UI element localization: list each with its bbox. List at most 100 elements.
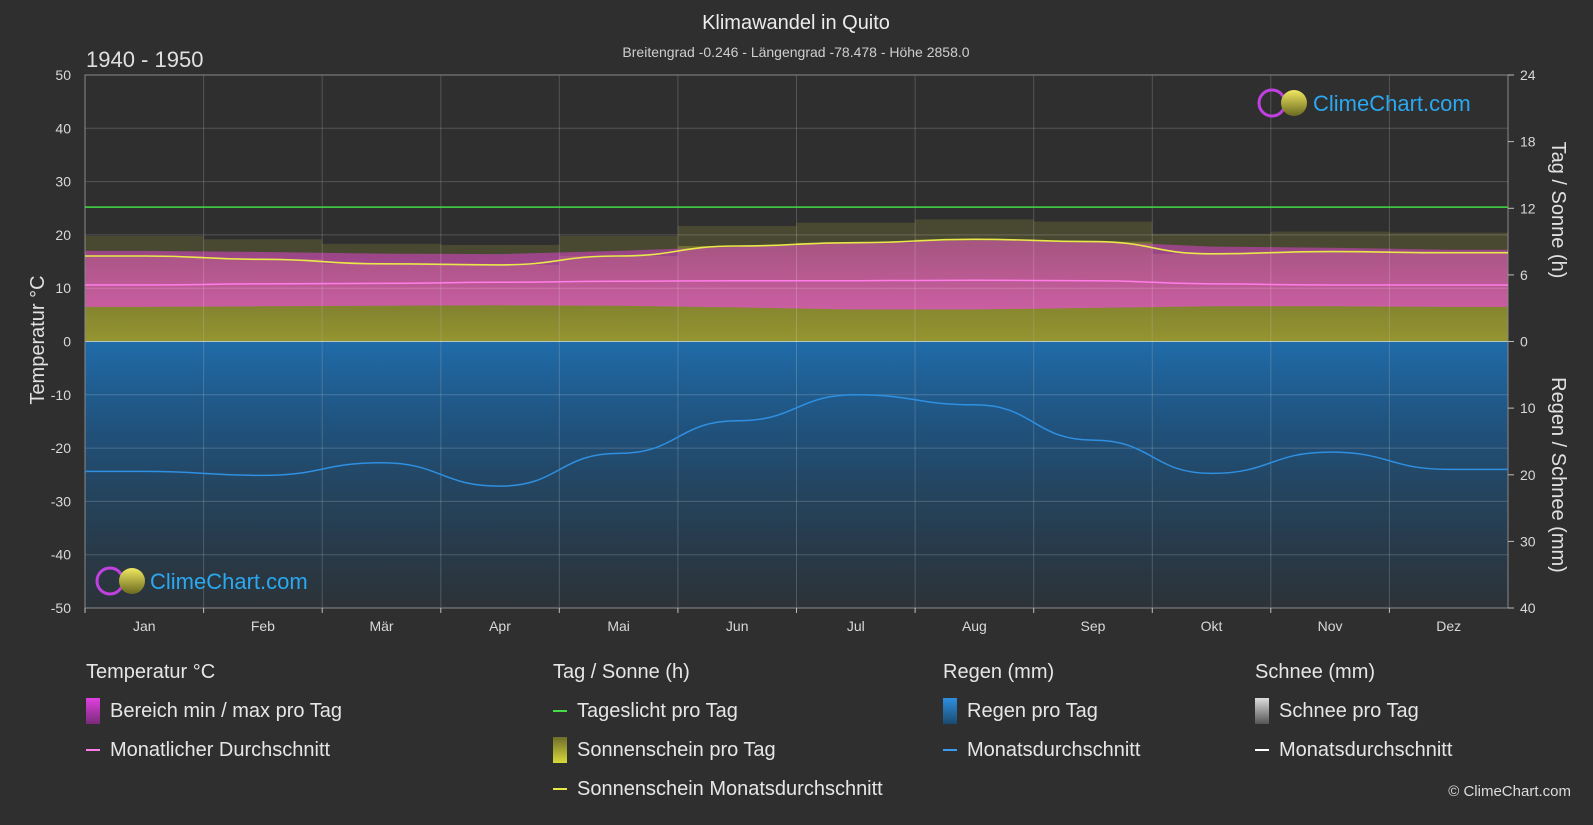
logo-bottom-left: ClimeChart.com	[95, 566, 308, 596]
x-tick-label: Feb	[251, 618, 275, 634]
line-swatch	[943, 749, 957, 751]
x-tick-label: Jul	[847, 618, 865, 634]
legend-snow: Schnee (mm) Schnee pro Tag Monatsdurchsc…	[1255, 660, 1452, 776]
y-right-bottom-title: Regen / Schnee (mm)	[1547, 377, 1569, 573]
y-left-tick-label: 50	[55, 67, 71, 83]
x-tick-label: Mai	[607, 618, 630, 634]
y-right-top-tick-label: 6	[1520, 267, 1528, 283]
x-tick-label: Nov	[1318, 618, 1343, 634]
line-swatch	[1255, 749, 1269, 751]
temperature-range-band	[85, 240, 1508, 310]
legend-label: Regen pro Tag	[967, 699, 1098, 722]
chart-title: Klimawandel in Quito	[702, 12, 890, 34]
y-left-tick-label: 30	[55, 174, 71, 190]
rain-bar	[1033, 341, 1153, 608]
legend-header: Tag / Sonne (h)	[553, 661, 690, 683]
rain-bar	[1270, 341, 1390, 608]
legend-item: Regen pro Tag	[943, 698, 1140, 724]
y-left-tick-label: -10	[51, 387, 71, 403]
sunshine-haze	[796, 222, 916, 243]
x-tick-label: Okt	[1201, 618, 1223, 634]
legend-item: Tageslicht pro Tag	[553, 698, 883, 724]
snow-swatch	[1255, 698, 1269, 724]
x-tick-label: Jan	[133, 618, 156, 634]
legend-header: Temperatur °C	[86, 661, 216, 683]
line-swatch	[86, 749, 100, 751]
rain-bar	[85, 341, 204, 608]
climate-chart: Klimawandel in Quito Breitengrad -0.246 …	[27, 12, 1569, 634]
y-right-bottom-tick-label: 30	[1520, 533, 1536, 549]
legend-item: Sonnenschein Monatsdurchschnitt	[553, 776, 883, 802]
copyright: © ClimeChart.com	[1448, 783, 1571, 800]
y-right-top-tick-label: 18	[1520, 134, 1536, 150]
legend-item: Schnee pro Tag	[1255, 698, 1452, 724]
logo-sun-icon	[1281, 90, 1307, 116]
sunshine-haze	[1270, 231, 1390, 252]
y-left-title: Temperatur °C	[27, 275, 49, 404]
rain-bar	[440, 341, 560, 608]
y-left-tick-label: -30	[51, 493, 71, 509]
chart-subtitle: Breitengrad -0.246 - Längengrad -78.478 …	[622, 44, 969, 60]
y-left-tick-label: 0	[63, 334, 71, 350]
legend-header: Schnee (mm)	[1255, 661, 1376, 683]
legend-label: Schnee pro Tag	[1279, 699, 1419, 722]
legend-item: Monatsdurchschnitt	[1255, 737, 1452, 763]
temperature-avg-line	[85, 279, 1508, 286]
y-right-top-tick-label: 12	[1520, 200, 1536, 216]
logo-text: ClimeChart.com	[1313, 91, 1471, 116]
rain-swatch	[943, 698, 957, 724]
legend-label: Monatlicher Durchschnitt	[110, 738, 331, 761]
y-right-bottom-tick-label: 20	[1520, 467, 1536, 483]
y-left-tick-label: 40	[55, 120, 71, 136]
sunshine-haze	[677, 226, 797, 246]
legend-item: Bereich min / max pro Tag	[86, 698, 342, 724]
fill-layer	[85, 219, 1508, 608]
y-left-tick-label: 20	[55, 227, 71, 243]
legend-sun: Tag / Sonne (h) Tageslicht pro Tag Sonne…	[553, 660, 883, 815]
legend-label: Monatsdurchschnitt	[1279, 738, 1453, 761]
rain-bar	[1152, 341, 1271, 608]
legend-temperature: Temperatur °C Bereich min / max pro Tag …	[86, 660, 342, 776]
y-right-bottom-tick-label: 40	[1520, 600, 1536, 616]
sunshine-haze	[1033, 221, 1153, 242]
legend-item: Monatlicher Durchschnitt	[86, 737, 342, 763]
legend: Temperatur °C Bereich min / max pro Tag …	[0, 660, 1593, 820]
y-right-top-tick-label: 24	[1520, 67, 1536, 83]
legend-rain: Regen (mm) Regen pro Tag Monatsdurchschn…	[943, 660, 1140, 776]
y-right-top-title: Tag / Sonne (h)	[1547, 142, 1569, 279]
x-tick-label: Jun	[726, 618, 749, 634]
rain-bar	[915, 341, 1034, 608]
legend-item: Sonnenschein pro Tag	[553, 737, 883, 763]
period-label: 1940 - 1950	[86, 47, 203, 72]
sunshine-haze	[1389, 232, 1508, 253]
line-swatch	[553, 788, 567, 790]
y-right-bottom-tick-label: 10	[1520, 400, 1536, 416]
rain-avg-line	[84, 394, 1508, 487]
sunshine-swatch	[553, 737, 567, 763]
axes-layer: 50 40 30 20 10 0 -10 -20 -30 -40 -50 24 18 12 6 0 10 20 30…	[51, 67, 1536, 634]
range-swatch	[86, 698, 100, 724]
rain-bar	[677, 341, 797, 608]
x-tick-label: Apr	[489, 618, 511, 634]
sunshine-haze	[915, 219, 1034, 240]
logo-text: ClimeChart.com	[150, 569, 308, 594]
sunshine-avg-line	[84, 238, 1508, 266]
legend-label: Sonnenschein Monatsdurchschnitt	[577, 777, 883, 800]
y-left-tick-label: -40	[51, 547, 71, 563]
legend-label: Monatsdurchschnitt	[967, 738, 1141, 761]
x-tick-label: Aug	[962, 618, 987, 634]
x-tick-label: Sep	[1081, 618, 1106, 634]
logo-sun-icon	[119, 568, 145, 594]
x-tick-label: Mär	[369, 618, 393, 634]
legend-label: Sonnenschein pro Tag	[577, 738, 776, 761]
rain-bar	[322, 341, 441, 608]
rain-bar	[559, 341, 678, 608]
y-left-tick-label: 10	[55, 280, 71, 296]
legend-item: Monatsdurchschnitt	[943, 737, 1140, 763]
y-right-top-tick-label: 0	[1520, 334, 1528, 350]
series-lines	[84, 206, 1508, 487]
y-left-tick-label: -50	[51, 600, 71, 616]
legend-label: Bereich min / max pro Tag	[110, 699, 342, 722]
y-left-tick-label: -20	[51, 440, 71, 456]
line-swatch	[553, 710, 567, 712]
